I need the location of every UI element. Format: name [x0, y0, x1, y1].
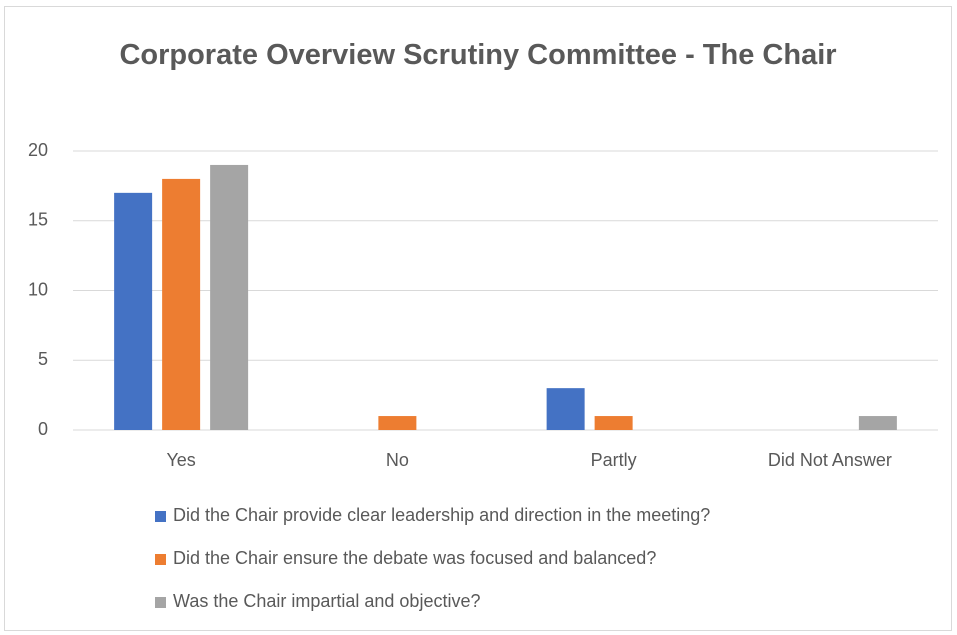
x-tick-label: Yes [166, 450, 195, 470]
y-tick-label: 15 [28, 210, 48, 230]
bar [162, 178, 201, 430]
legend-swatch [155, 511, 166, 522]
bar [378, 416, 417, 430]
bar [114, 192, 153, 430]
y-tick-label: 0 [38, 419, 48, 439]
y-tick-label: 5 [38, 349, 48, 369]
legend-swatch [155, 597, 166, 608]
chart-title: Corporate Overview Scrutiny Committee - … [119, 39, 837, 71]
legend-label: Did the Chair provide clear leadership a… [173, 505, 710, 525]
x-tick-label: No [386, 450, 409, 470]
bar [210, 164, 249, 430]
y-tick-label: 10 [28, 279, 48, 299]
legend-swatch [155, 554, 166, 565]
bar [858, 416, 897, 430]
bar [594, 416, 633, 430]
legend-label: Was the Chair impartial and objective? [173, 591, 480, 611]
chart-frame [4, 6, 952, 631]
legend-label: Did the Chair ensure the debate was focu… [173, 548, 656, 568]
x-tick-label: Partly [591, 450, 637, 470]
x-tick-label: Did Not Answer [768, 450, 892, 470]
y-tick-label: 20 [28, 140, 48, 160]
bar [546, 388, 585, 430]
